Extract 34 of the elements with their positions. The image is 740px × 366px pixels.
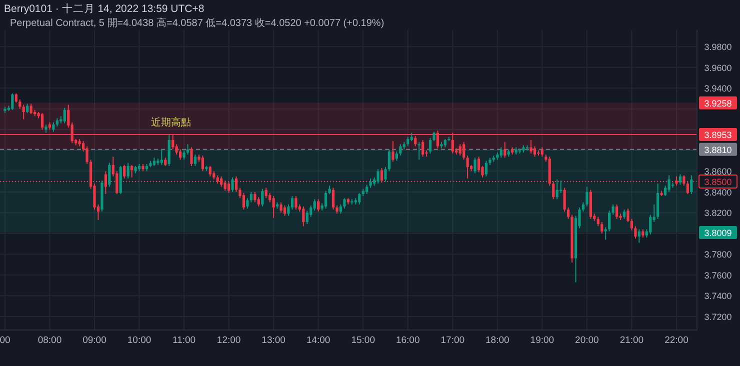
band-label: 3.9258: [704, 98, 732, 108]
x-tick-label: 19:00: [530, 335, 554, 346]
chart-title: Berry0101 · 十二月 14, 2022 13:59 UTC+8: [4, 2, 204, 15]
y-tick-label: 3.7600: [704, 270, 732, 280]
x-tick-label: 22:00: [664, 335, 688, 346]
y-tick-label: 3.7800: [704, 250, 732, 260]
x-tick-label: 09:00: [82, 335, 106, 346]
x-tick-label: 12:00: [216, 335, 241, 346]
y-tick-label: 3.9800: [704, 42, 732, 52]
chart-subtitle: Perpetual Contract, 5 開=4.0438 高=4.0587 低=4.0373 收=4.0520 +0.0077 (+0.19%): [10, 17, 384, 29]
ref-line-label: 3.8500: [704, 177, 732, 188]
x-tick-label: 10:00: [127, 335, 152, 346]
y-tick-label: 3.7400: [704, 291, 732, 302]
x-tick-label: 08:00: [38, 335, 62, 346]
annotation: 近期高點: [150, 116, 191, 129]
y-tick-label: 3.9400: [704, 84, 732, 94]
x-tick-label: 11:00: [172, 335, 196, 346]
x-tick-label: 20:00: [575, 335, 599, 346]
band-label: 3.8009: [704, 228, 732, 238]
ref-line-label: 3.8953: [704, 130, 732, 140]
y-tick-label: 3.8600: [704, 166, 732, 177]
x-tick-label: 21:00: [620, 335, 644, 346]
x-tick-label: 00: [0, 335, 10, 346]
y-tick-label: 3.8200: [704, 208, 732, 218]
x-tick-label: 14:00: [306, 335, 330, 346]
x-tick-label: 17:00: [440, 335, 465, 346]
y-tick-label: 3.9600: [704, 62, 732, 73]
x-tick-label: 16:00: [396, 335, 420, 346]
y-tick-label: 3.7200: [704, 312, 732, 322]
ref-line-label: 3.8810: [704, 144, 732, 155]
x-tick-label: 13:00: [262, 335, 286, 346]
x-tick-label: 15:00: [351, 335, 375, 346]
x-tick-label: 18:00: [486, 335, 510, 346]
y-tick-label: 3.8400: [704, 187, 732, 198]
